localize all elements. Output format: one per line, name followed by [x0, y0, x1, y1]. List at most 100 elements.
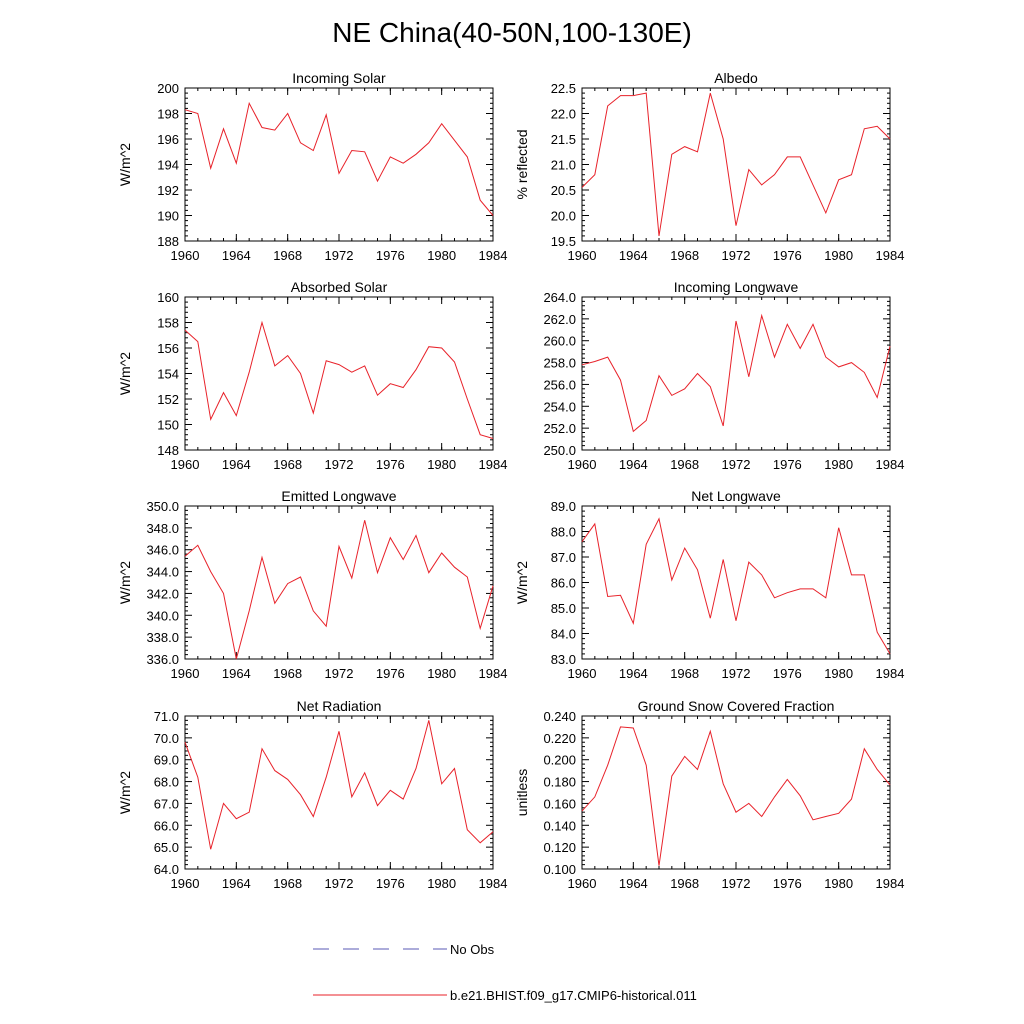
- x-tick-label: 1960: [568, 248, 597, 263]
- y-tick-label: 22.5: [551, 81, 576, 96]
- y-tick-label: 338.0: [146, 630, 179, 645]
- legend-model-label: b.e21.BHIST.f09_g17.CMIP6-historical.011: [450, 988, 697, 1003]
- series-line: [581, 313, 891, 433]
- panel-6: Net Longwave W/m^2 1960 1964 1968 1972 1976 198…: [514, 488, 904, 681]
- x-tick-label: 1960: [171, 457, 200, 472]
- y-tick-label: 65.0: [154, 840, 179, 855]
- y-tick-label: 86.0: [551, 576, 576, 591]
- x-tick-label: 1976: [376, 666, 405, 681]
- series-line: [184, 520, 494, 660]
- x-tick-label: 1972: [722, 248, 751, 263]
- panel-4: Incoming Longwave 1960 1964 1968 1972 1976 198…: [543, 279, 904, 472]
- x-tick-label: 1960: [568, 457, 597, 472]
- x-tick-label: 1976: [376, 457, 405, 472]
- panel-title: Incoming Solar: [292, 70, 386, 86]
- panel-title: Ground Snow Covered Fraction: [638, 698, 835, 714]
- y-tick-label: 0.140: [543, 818, 576, 833]
- x-tick-label: 1964: [619, 248, 648, 263]
- y-tick-label: 83.0: [551, 652, 576, 667]
- x-tick-label: 1984: [876, 666, 905, 681]
- y-tick-label: 348.0: [146, 521, 179, 536]
- x-tick-label: 1960: [171, 666, 200, 681]
- x-tick-label: 1972: [722, 666, 751, 681]
- y-tick-label: 254.0: [543, 399, 576, 414]
- y-tick-label: 20.5: [551, 183, 576, 198]
- y-tick-label: 21.0: [551, 158, 576, 173]
- x-tick-label: 1960: [568, 666, 597, 681]
- panels: Incoming Solar W/m^2 1960 1964 1968 1972 1976 1…: [117, 70, 904, 891]
- x-tick-label: 1968: [273, 666, 302, 681]
- plot-frame: [581, 505, 891, 660]
- x-tick-label: 1968: [273, 248, 302, 263]
- y-tick-label: 158: [157, 316, 179, 331]
- x-tick-label: 1976: [773, 457, 802, 472]
- y-tick-label: 71.0: [154, 709, 179, 724]
- y-tick-label: 0.220: [543, 731, 576, 746]
- figure-title: NE China(40-50N,100-130E): [332, 17, 692, 48]
- series-line: [581, 92, 891, 236]
- y-tick-label: 256.0: [543, 377, 576, 392]
- y-tick-label: 87.0: [551, 550, 576, 565]
- y-axis-label: % reflected: [514, 129, 530, 199]
- y-tick-label: 192: [157, 183, 179, 198]
- y-tick-label: 0.100: [543, 862, 576, 877]
- x-tick-label: 1976: [773, 666, 802, 681]
- x-tick-label: 1984: [479, 457, 508, 472]
- panel-3: Absorbed Solar W/m^2 1960 1964 1968 1972 1976 1…: [117, 279, 507, 472]
- x-tick-label: 1980: [427, 876, 456, 891]
- y-tick-label: 0.180: [543, 775, 576, 790]
- y-tick-label: 84.0: [551, 627, 576, 642]
- x-tick-label: 1980: [427, 666, 456, 681]
- x-tick-label: 1972: [325, 457, 354, 472]
- plot-frame: [581, 296, 891, 451]
- panel-2: Albedo % reflected 1960 1964 1968 1972 1976 198…: [514, 70, 904, 263]
- y-tick-label: 88.0: [551, 525, 576, 540]
- plot-frame: [184, 87, 494, 242]
- y-tick-label: 194: [157, 158, 179, 173]
- y-tick-label: 85.0: [551, 601, 576, 616]
- legend-obs-label: No Obs: [450, 942, 495, 957]
- y-tick-label: 152: [157, 392, 179, 407]
- y-tick-label: 340.0: [146, 608, 179, 623]
- panel-7: Net Radiation W/m^2 1960 1964 1968 1972 1976 19…: [117, 698, 507, 891]
- y-tick-label: 68.0: [154, 775, 179, 790]
- y-tick-label: 66.0: [154, 818, 179, 833]
- y-tick-label: 20.0: [551, 209, 576, 224]
- y-tick-label: 0.240: [543, 709, 576, 724]
- y-tick-label: 258.0: [543, 356, 576, 371]
- x-tick-label: 1964: [222, 666, 251, 681]
- y-tick-label: 22.0: [551, 107, 576, 122]
- y-tick-label: 336.0: [146, 652, 179, 667]
- y-tick-label: 200: [157, 81, 179, 96]
- y-tick-label: 190: [157, 209, 179, 224]
- y-tick-label: 69.0: [154, 753, 179, 768]
- x-tick-label: 1972: [325, 876, 354, 891]
- y-tick-label: 64.0: [154, 862, 179, 877]
- y-tick-label: 262.0: [543, 312, 576, 327]
- x-tick-label: 1980: [427, 248, 456, 263]
- y-tick-label: 89.0: [551, 499, 576, 514]
- y-tick-label: 148: [157, 443, 179, 458]
- y-tick-label: 67.0: [154, 796, 179, 811]
- y-tick-label: 260.0: [543, 334, 576, 349]
- x-tick-label: 1984: [479, 666, 508, 681]
- y-axis-label: W/m^2: [117, 143, 133, 186]
- y-tick-label: 160: [157, 290, 179, 305]
- y-tick-label: 0.200: [543, 753, 576, 768]
- series-line: [184, 320, 494, 439]
- x-tick-label: 1964: [222, 457, 251, 472]
- series-line: [581, 517, 891, 655]
- plot-frame: [581, 715, 891, 870]
- x-tick-label: 1964: [619, 457, 648, 472]
- x-tick-label: 1984: [479, 876, 508, 891]
- x-tick-label: 1960: [568, 876, 597, 891]
- y-tick-label: 0.120: [543, 840, 576, 855]
- y-tick-label: 342.0: [146, 586, 179, 601]
- x-tick-label: 1968: [670, 457, 699, 472]
- y-tick-label: 21.5: [551, 132, 576, 147]
- y-axis-label: W/m^2: [117, 352, 133, 395]
- y-axis-label: W/m^2: [514, 561, 530, 604]
- x-tick-label: 1984: [876, 248, 905, 263]
- x-tick-label: 1968: [273, 457, 302, 472]
